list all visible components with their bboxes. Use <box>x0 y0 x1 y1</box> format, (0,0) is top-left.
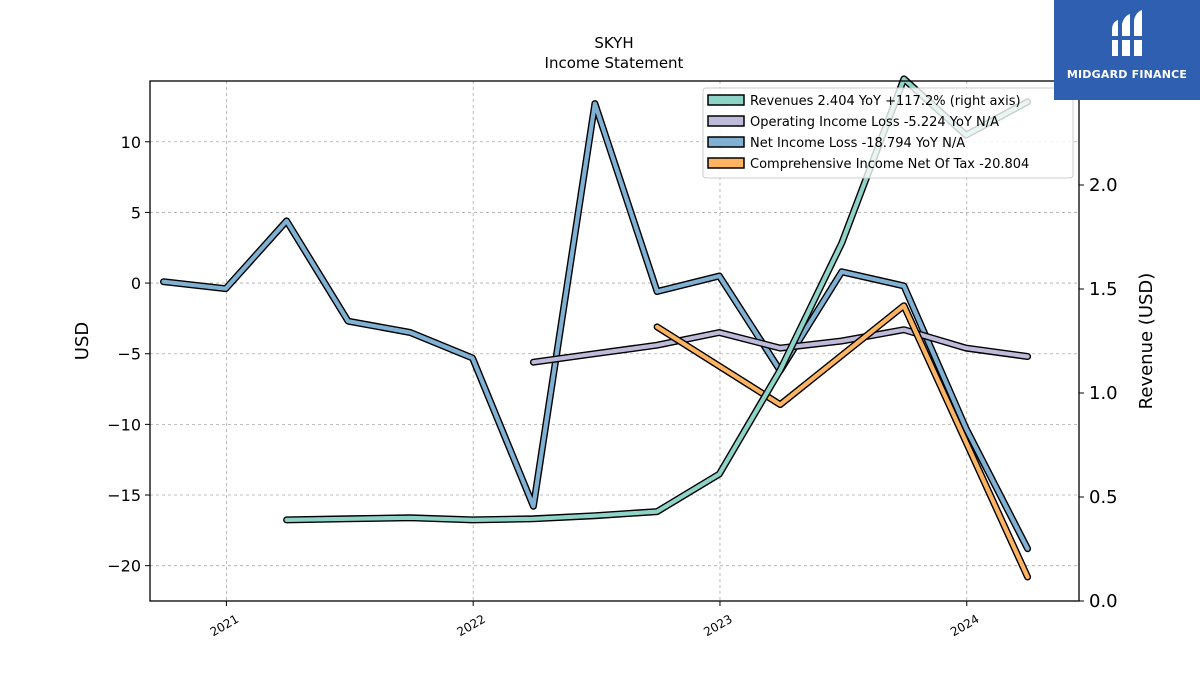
y2-tick-label: 0.0 <box>1089 591 1118 612</box>
series-line <box>161 101 1030 551</box>
y2-axis-label: Revenue (USD) <box>1136 273 1157 410</box>
chart-title: SKYH <box>594 34 633 52</box>
y-tick-label: −15 <box>107 486 141 505</box>
brand-logo: MIDGARD FINANCE <box>1054 0 1200 100</box>
x-tick-label: 2022 <box>454 612 487 639</box>
y-tick-label: 0 <box>131 274 141 293</box>
axis-ticks: 1050−5−10−15−200.00.51.01.52.02.52021202… <box>107 71 1117 639</box>
legend-swatch <box>707 94 745 106</box>
legend-label: Comprehensive Income Net Of Tax -20.804 <box>750 157 1029 172</box>
y2-tick-label: 2.0 <box>1089 175 1118 196</box>
series-line <box>654 303 1030 580</box>
y-tick-label: 5 <box>131 203 141 222</box>
series-lines <box>160 75 1032 581</box>
legend-label: Net Income Loss -18.794 YoY N/A <box>750 136 965 151</box>
legend-swatch <box>707 157 745 169</box>
legend-box <box>702 87 1074 179</box>
series-line <box>531 327 1030 365</box>
y-tick-label: 10 <box>121 133 141 152</box>
legend-label: Operating Income Loss -5.224 YoY N/A <box>750 115 999 130</box>
legend-swatch <box>707 115 745 127</box>
x-tick-label: 2021 <box>208 612 241 639</box>
y-tick-label: −5 <box>117 345 141 364</box>
y2-tick-label: 0.5 <box>1089 487 1118 508</box>
brand-logo-text: MIDGARD FINANCE <box>1066 68 1188 81</box>
legend-swatch <box>707 136 745 148</box>
legend: Revenues 2.404 YoY +117.2% (right axis) O… <box>702 87 1074 179</box>
y2-tick-label: 1.0 <box>1089 383 1118 404</box>
chart-subtitle: Income Statement <box>545 54 684 72</box>
x-tick-label: 2023 <box>701 612 734 639</box>
y2-tick-label: 1.5 <box>1089 279 1118 300</box>
legend-label: Revenues 2.404 YoY +117.2% (right axis) <box>750 94 1021 109</box>
y-tick-label: −10 <box>107 415 141 434</box>
y-tick-label: −20 <box>107 557 141 576</box>
midgard-logo-icon <box>1110 10 1144 56</box>
plot-frame <box>149 80 1080 602</box>
y-axis-label: USD <box>72 322 93 360</box>
x-tick-label: 2024 <box>948 612 981 639</box>
series-line <box>284 76 1030 523</box>
